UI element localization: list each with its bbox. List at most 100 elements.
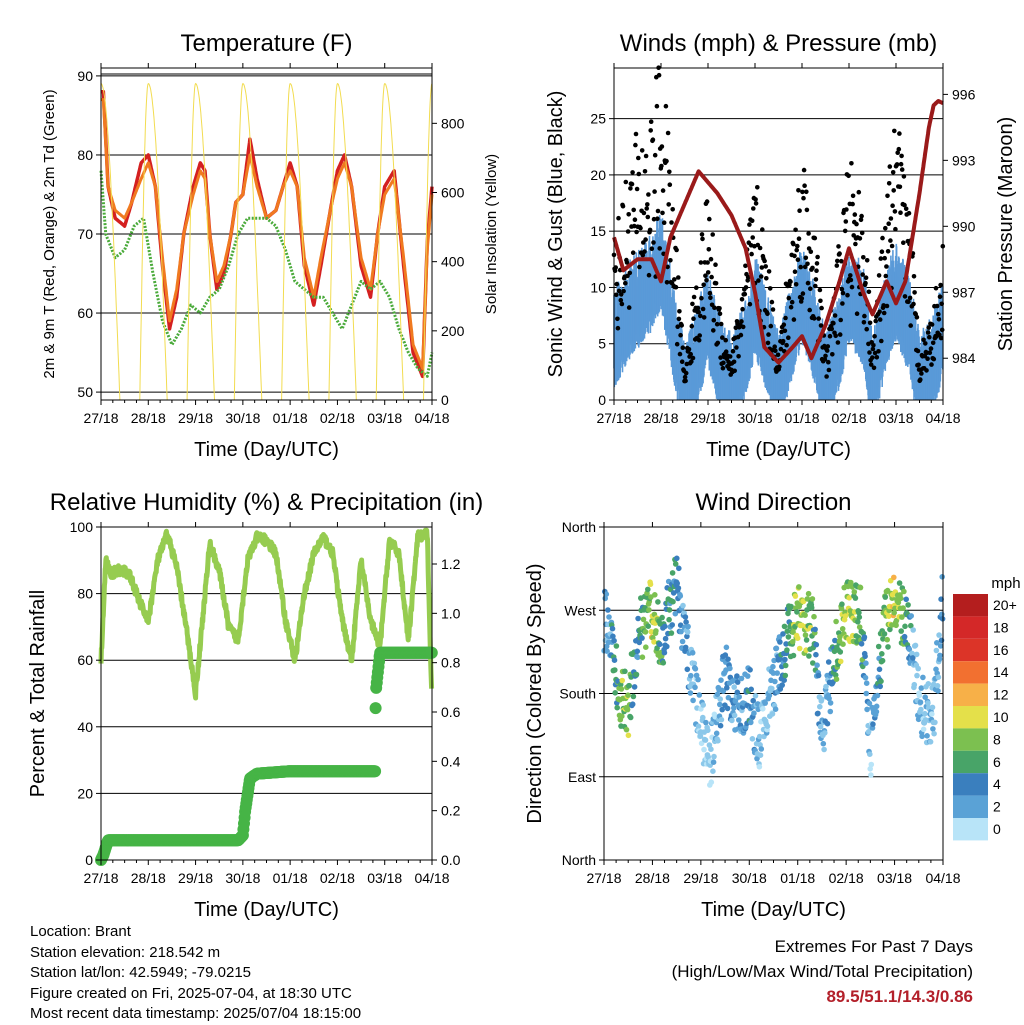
- gust-point: [766, 269, 772, 274]
- direction-point: [702, 737, 709, 743]
- gust-point: [640, 252, 646, 258]
- gust-point: [691, 316, 696, 322]
- gust-point: [633, 142, 638, 148]
- gust-point: [908, 323, 913, 328]
- gust-point: [644, 206, 649, 211]
- direction-point: [610, 633, 616, 640]
- gust-point: [683, 370, 689, 376]
- gust-point: [700, 236, 705, 242]
- direction-point: [811, 613, 817, 620]
- gust-point: [893, 226, 898, 232]
- direction-point: [782, 656, 788, 663]
- gust-point: [757, 245, 763, 251]
- gust-point: [703, 273, 708, 279]
- direction-point: [910, 655, 916, 661]
- direction-point: [640, 616, 647, 623]
- direction-point: [925, 700, 931, 706]
- gust-point: [850, 193, 856, 199]
- direction-point: [619, 677, 625, 684]
- gust-point: [711, 328, 716, 333]
- gust-point: [707, 290, 713, 296]
- gust-point: [765, 340, 771, 346]
- direction-point: [738, 675, 745, 682]
- gust-point: [701, 315, 707, 320]
- gust-point: [623, 280, 628, 286]
- direction-point: [929, 704, 936, 711]
- gust-point: [926, 325, 931, 330]
- direction-point: [624, 706, 631, 713]
- direction-point: [725, 656, 731, 662]
- direction-point: [852, 595, 859, 601]
- direction-point: [937, 643, 944, 649]
- gust-point: [705, 260, 710, 265]
- direction-point: [891, 609, 897, 616]
- gust-point: [723, 349, 729, 355]
- gust-point: [805, 261, 810, 267]
- direction-point: [772, 678, 778, 685]
- direction-point: [817, 723, 824, 730]
- direction-point: [898, 628, 904, 634]
- direction-point: [934, 683, 941, 689]
- direction-point: [629, 701, 636, 707]
- gust-point: [675, 324, 680, 330]
- gust-point: [628, 186, 633, 191]
- direction-point: [723, 644, 730, 651]
- gust-point: [826, 359, 831, 365]
- direction-point: [906, 646, 913, 652]
- y2-tick-label: 800: [441, 115, 465, 131]
- y2-tick-label: 1.2: [441, 556, 461, 572]
- gust-point: [804, 189, 809, 195]
- gust-point: [686, 347, 692, 352]
- gust-point: [643, 237, 648, 242]
- gust-point: [911, 274, 917, 279]
- gust-point: [868, 362, 874, 367]
- rh-line: [98, 527, 435, 701]
- x-axis: 27/18 28/18 29/18 30/18 01/18 02/18 03/18 04/18…: [83, 522, 450, 921]
- x-tick-label: 28/18: [131, 410, 166, 426]
- gust-point: [713, 281, 719, 286]
- direction-point: [857, 584, 864, 591]
- recent-timestamp: Most recent data timestamp: 2025/07/04 1…: [30, 1005, 362, 1022]
- gust-point: [661, 220, 667, 225]
- gust-point: [802, 183, 807, 188]
- direction-point: [672, 561, 679, 567]
- gust-point: [829, 326, 834, 332]
- direction-point: [789, 638, 796, 645]
- gust-point: [833, 333, 838, 339]
- direction-point: [774, 670, 780, 676]
- direction-point: [814, 662, 820, 668]
- extremes-values: 89.5/51.1/14.3/0.86: [826, 987, 973, 1006]
- legend-swatch: [953, 773, 988, 796]
- x-tick-label: 27/18: [83, 870, 118, 886]
- gust-point: [856, 189, 862, 195]
- direction-point: [764, 723, 771, 729]
- direction-point: [881, 631, 888, 637]
- direction-point: [823, 683, 829, 690]
- direction-point: [813, 641, 820, 648]
- gust-point: [923, 341, 928, 346]
- gust-point: [936, 317, 942, 322]
- direction-point: [838, 605, 845, 612]
- chart-title: Wind Direction: [695, 489, 851, 516]
- direction-point: [669, 622, 675, 628]
- direction-point: [679, 638, 686, 645]
- gust-point: [854, 221, 859, 227]
- direction-point: [662, 635, 669, 642]
- direction-point: [700, 702, 706, 708]
- x-axis-label: Time (Day/UTC): [194, 439, 339, 461]
- series-group: [611, 65, 946, 400]
- direction-point: [851, 589, 858, 595]
- gust-point: [813, 277, 819, 282]
- insolation-line: [100, 82, 433, 401]
- gust-point: [927, 334, 932, 340]
- x-tick-label: 28/18: [635, 870, 670, 886]
- gust-point: [800, 189, 805, 195]
- y-tick-label: 80: [77, 586, 93, 602]
- direction-point: [682, 644, 689, 651]
- gust-point: [840, 290, 846, 296]
- gust-point: [655, 216, 660, 221]
- gust-point: [890, 203, 895, 208]
- gust-point: [689, 323, 695, 329]
- y-tick-label: 60: [77, 652, 93, 668]
